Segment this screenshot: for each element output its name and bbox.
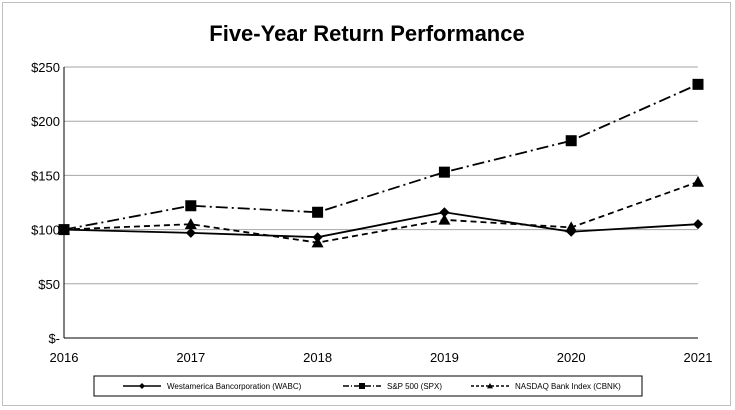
x-tick-label: 2016 <box>50 350 79 365</box>
series-line <box>63 83 699 231</box>
legend-marker <box>487 383 493 389</box>
data-point <box>692 175 704 187</box>
y-tick-label: $200 <box>31 114 60 129</box>
chart-title: Five-Year Return Performance <box>209 21 524 46</box>
legend: Westamerica Bancorporation (WABC) S&P 500… <box>93 375 643 397</box>
series-group <box>58 78 704 248</box>
y-tick-label: $100 <box>31 223 60 238</box>
x-tick-label: 2017 <box>176 350 205 365</box>
series-line <box>63 211 699 239</box>
legend-marker <box>139 383 145 389</box>
data-point <box>565 135 577 147</box>
data-point <box>311 236 324 248</box>
legend-entry: Westamerica Bancorporation (WABC) <box>123 382 302 391</box>
data-point <box>438 213 451 225</box>
grid-lines <box>64 66 698 285</box>
x-tick-label: 2020 <box>557 350 586 365</box>
legend-entry: NASDAQ Bank Index (CBNK) <box>471 382 621 391</box>
x-tick-label: 2019 <box>430 350 459 365</box>
y-tick-label: $- <box>48 331 60 346</box>
data-point <box>185 200 197 212</box>
chart-frame: Five-Year Return Performance $- $50 $100 $1… <box>2 2 731 406</box>
axes <box>63 67 698 339</box>
series-line <box>63 181 699 244</box>
y-tick-label: $50 <box>38 277 60 292</box>
data-point <box>439 207 450 218</box>
data-point <box>185 227 196 238</box>
legend-label: NASDAQ Bank Index (CBNK) <box>515 382 621 391</box>
y-tick-label: $150 <box>31 168 60 183</box>
legend-label: Westamerica Bancorporation (WABC) <box>167 382 302 391</box>
y-tick-label: $250 <box>31 60 60 75</box>
legend-label: S&P 500 (SPX) <box>387 382 442 391</box>
series-2 <box>58 78 704 236</box>
legend-entry: S&P 500 (SPX) <box>343 382 442 391</box>
data-point <box>693 219 703 230</box>
legend-marker <box>359 383 365 389</box>
chart-svg: Five-Year Return Performance $- $50 $100 $1… <box>31 21 713 397</box>
data-point <box>438 166 450 178</box>
x-tick-label: 2021 <box>684 350 713 365</box>
x-axis-ticks: 2016 2017 2018 2019 2020 2021 <box>50 350 713 365</box>
data-point <box>58 223 70 235</box>
x-tick-label: 2018 <box>303 350 332 365</box>
data-point <box>565 221 578 233</box>
data-point <box>184 218 197 229</box>
series-1 <box>59 207 703 243</box>
data-point <box>692 78 704 90</box>
y-axis-ticks: $- $50 $100 $150 $200 $250 <box>31 60 60 346</box>
data-point <box>312 206 324 218</box>
series-3 <box>58 175 704 248</box>
